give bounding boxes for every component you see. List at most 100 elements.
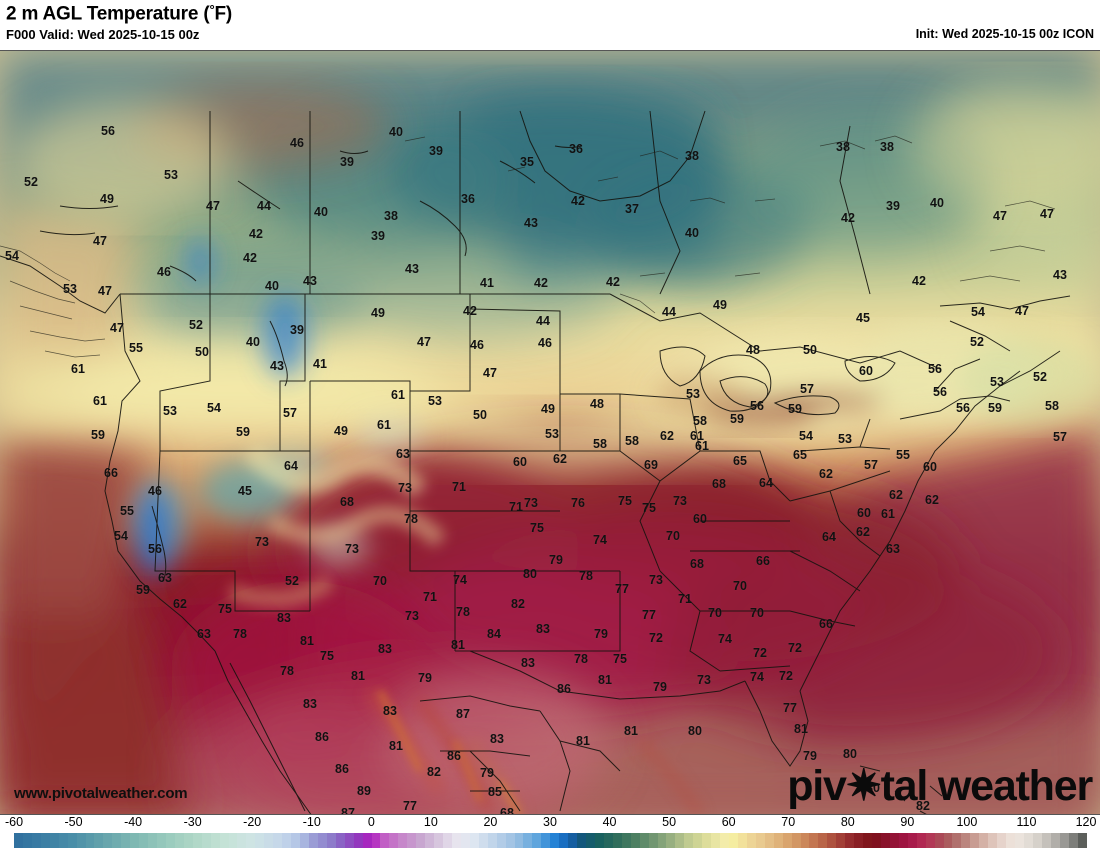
colorbar-tick: 10: [423, 815, 438, 829]
colorbar-segment: [389, 833, 399, 848]
colorbar-segment: [577, 833, 586, 848]
colorbar-segment: [201, 833, 211, 848]
colorbar-segment: [836, 833, 846, 848]
colorbar-segment: [451, 833, 461, 848]
colorbar-tick: -50: [64, 815, 83, 829]
colorbar-segment: [737, 833, 747, 848]
colorbar-tick: -30: [183, 815, 202, 829]
colorbar-segment: [720, 833, 729, 848]
colorbar-segment: [1059, 833, 1069, 848]
colorbar-segment: [684, 833, 694, 848]
colorbar-segment: [496, 833, 506, 848]
colorbar-segment: [228, 833, 238, 848]
colorbar-segment: [693, 833, 703, 848]
colorbar-segment: [621, 833, 631, 848]
colorbar-segment: [952, 833, 962, 848]
colorbar-segment: [603, 833, 613, 848]
colorbar-segment: [925, 833, 935, 848]
colorbar-segment: [14, 833, 23, 848]
colorbar-segment: [282, 833, 292, 848]
map-borders: [0, 110, 1071, 814]
colorbar-segment: [809, 833, 819, 848]
colorbar-segment: [478, 833, 488, 848]
colorbar-segment: [666, 833, 676, 848]
chart-header: 2 m AGL Temperature (°F) F000 Valid: Wed…: [0, 0, 1100, 50]
colorbar-segment: [550, 833, 560, 848]
colorbar-tick: -40: [124, 815, 143, 829]
colorbar-segment: [639, 833, 649, 848]
colorbar-segment: [362, 833, 372, 848]
colorbar-segment: [255, 833, 265, 848]
colorbar-segment: [1006, 833, 1015, 848]
colorbar-segment: [729, 833, 738, 848]
colorbar-segment: [612, 833, 622, 848]
colorbar-segment: [559, 833, 569, 848]
colorbar-segment: [827, 833, 837, 848]
temperature-map[interactable]: 52 56 49 53 47 47 44 42 42 46 40 46 40 43 40 39 39 38 39 36…: [0, 50, 1100, 815]
colorbar-segment: [702, 833, 712, 848]
colorbar-segment: [112, 833, 122, 848]
logo-text-part1: piv: [787, 762, 847, 810]
colorbar-segment: [434, 833, 443, 848]
colorbar-segment: [121, 833, 131, 848]
colorbar-tick: 110: [1016, 815, 1037, 829]
colorbar-segment: [300, 833, 309, 848]
colorbar-segment: [505, 833, 515, 848]
site-url-watermark: www.pivotalweather.com: [14, 785, 188, 802]
colorbar-segment: [353, 833, 363, 848]
colorbar-tick: 100: [956, 815, 978, 829]
colorbar-segment: [863, 833, 872, 848]
colorbar-segment: [764, 833, 774, 848]
colorbar-segment: [273, 833, 283, 848]
colorbar-segment: [1050, 833, 1060, 848]
colorbar-segment: [326, 833, 336, 848]
colorbar-segment: [594, 833, 604, 848]
colorbar-segment: [31, 833, 41, 848]
colorbar-segment: [157, 833, 166, 848]
colorbar-segment: [165, 833, 175, 848]
colorbar-segment: [58, 833, 68, 848]
colorbar-segment: [130, 833, 140, 848]
colorbar-segment: [898, 833, 908, 848]
colorbar-segment: [514, 833, 524, 848]
colorbar-segment: [675, 833, 685, 848]
colorbar-segment: [371, 833, 381, 848]
colorbar-segment: [872, 833, 881, 848]
colorbar-tick: 50: [662, 815, 677, 829]
colorbar-tick: 70: [781, 815, 796, 829]
colorbar-segment: [746, 833, 756, 848]
colorbar-segment: [880, 833, 890, 848]
colorbar-tick: -20: [243, 815, 262, 829]
colorbar-segment: [67, 833, 77, 848]
colorbar-segment: [1023, 833, 1033, 848]
colorbar-tick: 0: [367, 815, 375, 829]
colorbar-segment: [183, 833, 193, 848]
colorbar-segment: [586, 833, 595, 848]
colorbar-segment: [469, 833, 479, 848]
colorbar-segment: [818, 833, 828, 848]
colorbar-segment: [460, 833, 470, 848]
colorbar-tick: -60: [4, 815, 24, 829]
colorbar-segment: [541, 833, 551, 848]
colorbar-segment: [264, 833, 274, 848]
colorbar-segment: [416, 833, 426, 848]
colorbar-segment: [916, 833, 926, 848]
colorbar-segment: [854, 833, 864, 848]
colorbar-tick: 30: [543, 815, 557, 829]
init-time-label: Init: Wed 2025-10-15 00z ICON: [915, 27, 1094, 41]
logo-star-icon: ✷: [845, 762, 882, 810]
colorbar-tick: 80: [840, 815, 855, 829]
colorbar-segment: [988, 833, 998, 848]
colorbar-segment: [934, 833, 944, 848]
colorbar-segment: [523, 833, 533, 848]
colorbar-segment: [22, 833, 32, 848]
page-title: 2 m AGL Temperature (°F): [6, 2, 232, 25]
colorbar-segment: [755, 833, 765, 848]
colorbar-segment: [907, 833, 917, 848]
colorbar-segment: [291, 833, 300, 848]
colorbar-segment: [210, 833, 220, 848]
colorbar-segment: [800, 833, 810, 848]
colorbar-segment: [1041, 833, 1051, 848]
colorbar-segment: [246, 833, 256, 848]
colorbar-segment: [1077, 833, 1087, 848]
